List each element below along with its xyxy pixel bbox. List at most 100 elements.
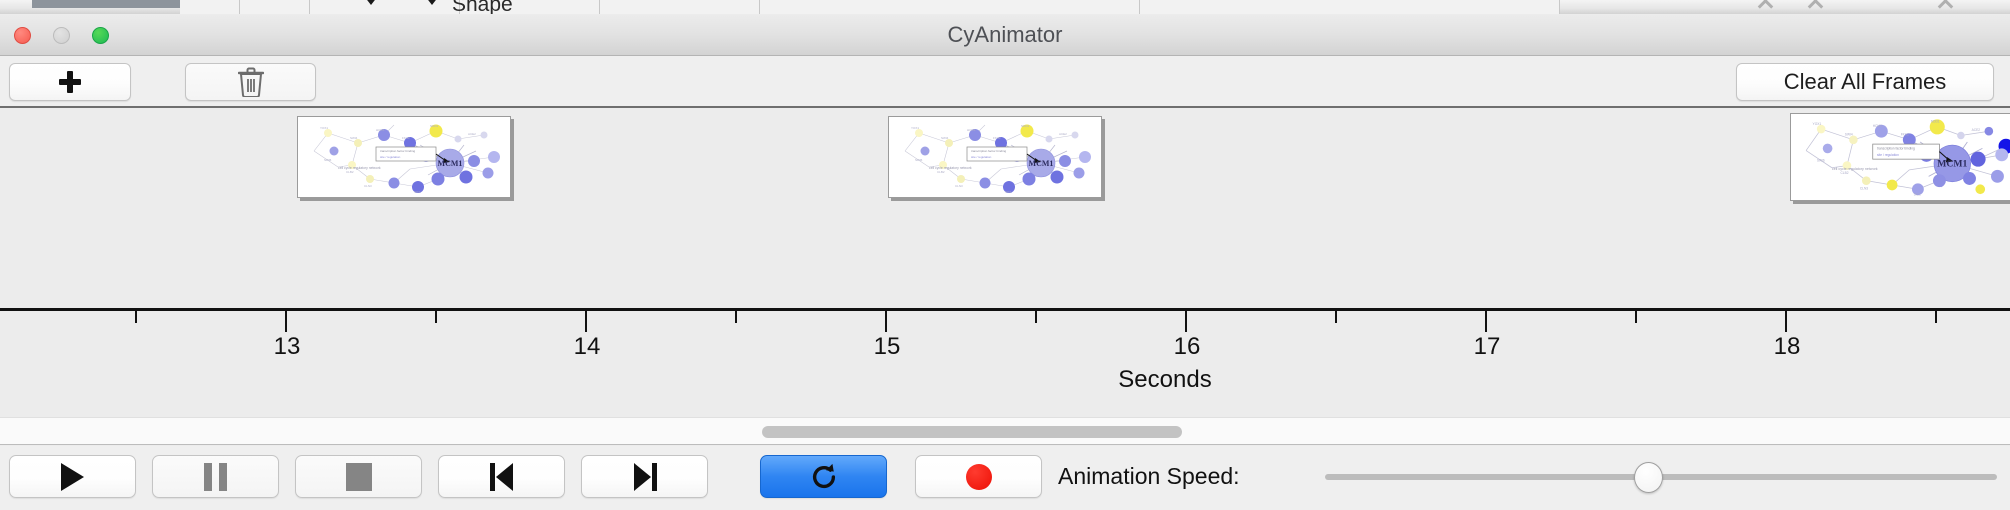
svg-text:CLN3: CLN3 bbox=[364, 184, 372, 188]
svg-text:SWI6: SWI6 bbox=[915, 158, 923, 162]
svg-text:SIC1: SIC1 bbox=[414, 190, 421, 194]
ruler-label: 17 bbox=[1473, 333, 1501, 360]
ruler-tick-minor bbox=[1935, 311, 1937, 323]
ruler-tick-major bbox=[285, 311, 287, 332]
svg-text:YOX1: YOX1 bbox=[911, 126, 919, 130]
record-button[interactable] bbox=[915, 455, 1042, 498]
svg-text:site / regulation: site / regulation bbox=[1877, 153, 1899, 157]
svg-text:site / regulation: site / regulation bbox=[380, 155, 401, 159]
loop-icon bbox=[812, 463, 835, 488]
minimize-window-button[interactable] bbox=[53, 27, 70, 44]
maximize-window-button[interactable] bbox=[92, 27, 109, 44]
background-column bbox=[1140, 0, 1560, 14]
ruler-tick-major bbox=[585, 311, 587, 332]
delete-frame-button[interactable] bbox=[185, 63, 316, 101]
ruler-tick-major bbox=[1185, 311, 1187, 332]
svg-text:CLB2: CLB2 bbox=[346, 170, 354, 174]
background-column bbox=[460, 0, 600, 14]
svg-text:site / regulation: site / regulation bbox=[971, 155, 992, 159]
frame-thumbnail[interactable]: YOX1 SWI4 HCM1 FKH2 NDD1 ACE2 SWI6 CLB2 CLN3… bbox=[297, 116, 511, 198]
add-frame-button[interactable] bbox=[9, 63, 131, 101]
ruler-tick-major bbox=[1785, 311, 1787, 332]
svg-text:cell cycle regulatory network: cell cycle regulatory network bbox=[929, 166, 972, 170]
skip-to-start-button[interactable] bbox=[438, 455, 565, 498]
animation-speed-slider[interactable] bbox=[1325, 455, 1997, 498]
frame-thumbnail[interactable]: YOX1 SWI4 HCM1 FKH2 NDD1 ACE2 SWI6 CLB2 CLN3… bbox=[1790, 113, 2010, 201]
svg-text:transcription factor binding: transcription factor binding bbox=[1877, 146, 1915, 150]
svg-text:SWI4: SWI4 bbox=[1845, 133, 1853, 137]
background-window-strip: Shape bbox=[0, 0, 2010, 14]
close-window-button[interactable] bbox=[14, 27, 31, 44]
network-preview-icon: YOX1 SWI4 HCM1 FKH2 NDD1 ACE2 SWI6 CLB2 CLN3… bbox=[1791, 114, 2010, 200]
timeline-scrollbar[interactable] bbox=[0, 417, 2010, 445]
stop-icon bbox=[345, 462, 372, 491]
sort-arrow-icon bbox=[1757, 0, 1774, 14]
background-column bbox=[180, 0, 240, 14]
ruler-tick-minor bbox=[735, 311, 737, 323]
window-title: CyAnimator bbox=[947, 22, 1063, 47]
frame-thumbnail[interactable]: YOX1 SWI4 HCM1 FKH2 NDD1 ACE2 SWI6 CLB2 CLN3… bbox=[888, 116, 1102, 198]
record-icon bbox=[965, 463, 992, 490]
svg-text:ACE2: ACE2 bbox=[1972, 128, 1981, 132]
background-caret-icon bbox=[425, 0, 439, 5]
ruler-tick-minor bbox=[1635, 311, 1637, 323]
network-preview-icon: YOX1 SWI4 HCM1 FKH2 NDD1 ACE2 SWI6 CLB2 CLN3… bbox=[889, 117, 1101, 197]
background-column bbox=[310, 0, 460, 14]
svg-text:NDD1: NDD1 bbox=[1931, 120, 1940, 124]
skip-to-end-icon bbox=[633, 462, 657, 491]
svg-text:CLN3: CLN3 bbox=[955, 184, 963, 188]
ruler-label: 12 bbox=[0, 333, 22, 361]
svg-text:MCM1: MCM1 bbox=[1029, 159, 1054, 168]
background-dark-tab bbox=[32, 0, 180, 8]
ruler-tick-minor bbox=[435, 311, 437, 323]
svg-text:HCM1: HCM1 bbox=[1873, 124, 1882, 128]
sort-arrow-icon bbox=[1807, 0, 1824, 14]
ruler-label: 15 bbox=[873, 333, 901, 360]
timeline-panel[interactable]: YOX1 SWI4 HCM1 FKH2 NDD1 ACE2 SWI6 CLB2 CLN3… bbox=[0, 108, 2010, 417]
axis-title: Seconds bbox=[0, 366, 2010, 394]
play-button[interactable] bbox=[9, 455, 136, 498]
svg-text:ACE2: ACE2 bbox=[468, 132, 476, 136]
pause-button[interactable] bbox=[152, 455, 279, 498]
background-column bbox=[600, 0, 760, 14]
scrollbar-thumb[interactable] bbox=[762, 426, 1182, 438]
background-caret-icon bbox=[364, 0, 378, 5]
svg-text:cell cycle regulatory network: cell cycle regulatory network bbox=[1832, 167, 1878, 171]
svg-text:SWI6: SWI6 bbox=[324, 158, 332, 162]
svg-text:SWI4: SWI4 bbox=[941, 136, 949, 140]
background-column bbox=[240, 0, 310, 14]
svg-text:FKH2: FKH2 bbox=[402, 136, 410, 140]
ruler-tick-minor bbox=[135, 311, 137, 323]
svg-text:ACE2: ACE2 bbox=[1059, 132, 1067, 136]
ruler-label: 13 bbox=[273, 333, 301, 360]
ruler-label: 14 bbox=[573, 333, 601, 360]
network-preview-icon: YOX1 SWI4 HCM1 FKH2 NDD1 ACE2 SWI6 CLB2 CLN3… bbox=[298, 117, 510, 197]
ruler-label: 18 bbox=[1773, 333, 1801, 360]
loop-button[interactable] bbox=[760, 455, 887, 498]
pause-icon bbox=[204, 462, 227, 491]
stop-button[interactable] bbox=[295, 455, 422, 498]
svg-text:NDD1: NDD1 bbox=[430, 124, 438, 128]
svg-text:cell cycle regulatory network: cell cycle regulatory network bbox=[338, 166, 381, 170]
clear-all-frames-button[interactable]: Clear All Frames bbox=[1736, 63, 1994, 101]
axis-title-label: Seconds bbox=[1118, 366, 1212, 393]
play-icon bbox=[61, 462, 84, 491]
svg-text:CLN3: CLN3 bbox=[1860, 186, 1868, 190]
svg-text:SWI6: SWI6 bbox=[1817, 158, 1825, 162]
svg-text:YOX1: YOX1 bbox=[320, 126, 328, 130]
ruler-tick-major bbox=[885, 311, 887, 332]
animation-speed-label: Animation Speed: bbox=[1058, 463, 1240, 489]
slider-thumb[interactable] bbox=[1633, 462, 1663, 493]
svg-text:HCM1: HCM1 bbox=[376, 128, 385, 132]
ruler-tick-minor bbox=[1335, 311, 1337, 323]
svg-text:FKH2: FKH2 bbox=[1901, 133, 1909, 137]
svg-text:SIC1: SIC1 bbox=[1914, 193, 1921, 197]
background-shape-label: Shape bbox=[452, 0, 513, 14]
svg-text:YOX1: YOX1 bbox=[1813, 122, 1822, 126]
svg-text:HCM1: HCM1 bbox=[967, 128, 976, 132]
skip-to-end-button[interactable] bbox=[581, 455, 708, 498]
skip-to-start-icon bbox=[489, 462, 514, 491]
svg-text:MCM1: MCM1 bbox=[438, 159, 463, 168]
ruler-tick-major bbox=[1485, 311, 1487, 332]
svg-text:MCM1: MCM1 bbox=[1937, 159, 1967, 170]
